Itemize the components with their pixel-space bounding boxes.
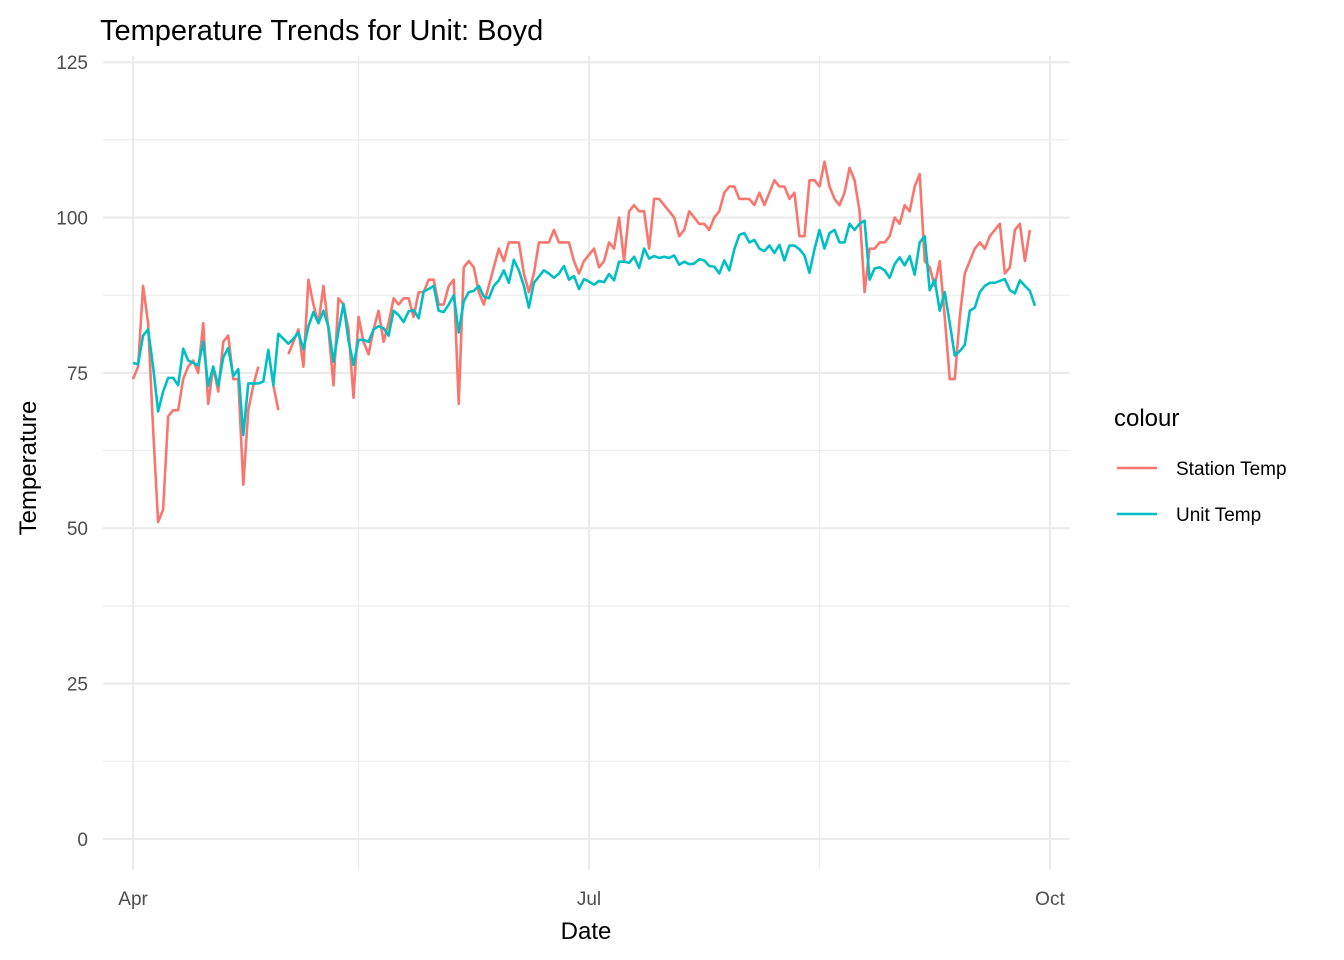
axis-tick-labels: 0 25 50 75 100 125 Apr Jul Oct: [56, 53, 1065, 910]
grid: [103, 56, 1070, 870]
legend-label-station-temp: Station Temp: [1176, 459, 1287, 480]
legend-title: colour: [1114, 405, 1179, 432]
legend: colour Station Temp Unit Temp: [1114, 405, 1287, 526]
y-tick-label: 25: [67, 675, 88, 696]
series-lines: [131, 160, 1037, 524]
series-line-station-temp: [131, 160, 1032, 524]
x-tick-label: Oct: [1035, 889, 1065, 910]
chart-title: Temperature Trends for Unit: Boyd: [100, 15, 543, 47]
y-tick-label: 50: [67, 519, 88, 540]
y-tick-label: 75: [67, 364, 88, 385]
x-axis-title: Date: [561, 918, 612, 945]
y-tick-label: 125: [56, 53, 88, 74]
y-axis-title: Temperature: [15, 401, 42, 536]
y-tick-label: 100: [56, 209, 88, 230]
x-tick-label: Apr: [118, 889, 148, 910]
y-tick-label: 0: [77, 830, 88, 851]
x-tick-label: Jul: [577, 889, 601, 910]
series-line-unit-temp: [132, 219, 1037, 437]
legend-label-unit-temp: Unit Temp: [1176, 505, 1261, 526]
